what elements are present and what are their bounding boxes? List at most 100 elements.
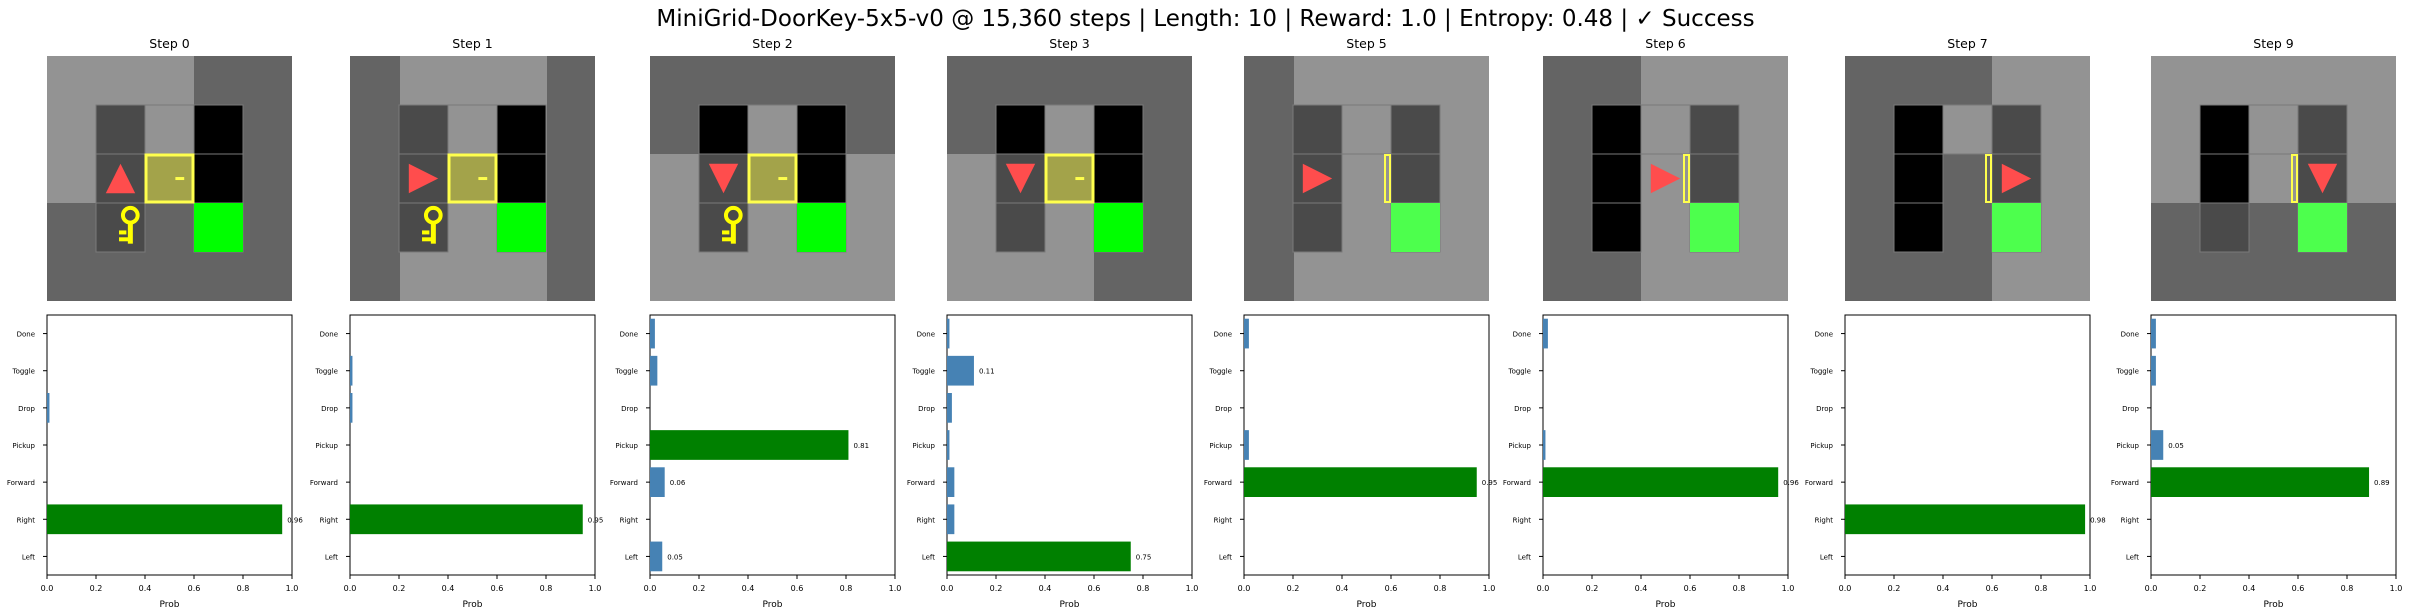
prob-bar-toggle (650, 355, 658, 386)
action-label: Drop (2122, 405, 2139, 413)
prob-bar-forward (1543, 467, 1779, 497)
door-closed (447, 153, 498, 204)
x-tick-label: 0.6 (1385, 584, 1398, 593)
grid-cell (1591, 202, 1642, 253)
prob-bar-pickup (1244, 430, 1249, 460)
grid-cell (1893, 153, 1944, 204)
grid-cell (995, 104, 1046, 155)
grid-cell (1591, 104, 1642, 155)
prob-bar-forward (1244, 467, 1477, 497)
x-tick-label: 0.4 (139, 584, 152, 593)
action-label: Right (1815, 516, 1834, 524)
goal-tile (497, 203, 546, 252)
x-tick-label: 0.6 (791, 584, 804, 593)
prob-bar-forward (2151, 467, 2370, 497)
step-title: Step 6 (1645, 36, 1686, 51)
prob-bar-right (1845, 504, 2086, 535)
door-handle (175, 177, 185, 181)
x-axis-label: Prob (1357, 600, 1377, 610)
action-label: Forward (2111, 479, 2139, 487)
agent-icon (2001, 163, 2032, 194)
prob-bar-right (47, 504, 283, 535)
plot-frame (46, 314, 293, 576)
grid-cell (398, 104, 449, 155)
x-tick-label: 1.0 (1483, 584, 1496, 593)
action-label: Right (917, 516, 936, 524)
action-label: Pickup (615, 442, 638, 450)
x-tick-label: 0.4 (742, 584, 755, 593)
plot-frame (2150, 314, 2397, 576)
grid-cell (747, 104, 798, 155)
plot-frame (1542, 314, 1789, 576)
action-label: Forward (610, 479, 638, 487)
prob-value-label: 0.05 (667, 553, 683, 561)
grid-cell (2199, 153, 2250, 204)
x-tick-label: 0.4 (1039, 584, 1052, 593)
action-label: Done (320, 331, 338, 339)
prob-bar-toggle (947, 355, 974, 386)
action-label: Forward (7, 479, 35, 487)
x-tick-label: 0.2 (2194, 584, 2207, 593)
action-label: Done (917, 331, 935, 339)
plot-frame (946, 314, 1193, 576)
figure-title: MiniGrid-DoorKey-5x5-v0 @ 15,360 steps |… (656, 6, 1755, 32)
x-tick-label: 0.8 (2035, 584, 2048, 593)
grid-cell (95, 104, 146, 155)
action-prob-chart: Left Right Forward 0.89 Pickup 0.05 Drop Toggle… (2111, 314, 2402, 610)
action-label: Pickup (1209, 442, 1232, 450)
action-label: Right (2121, 516, 2140, 524)
grid-cell (1689, 153, 1740, 204)
action-label: Left (1820, 553, 1833, 561)
grid-cell (1893, 202, 1944, 253)
env-grid (2151, 56, 2396, 301)
action-label: Pickup (12, 442, 35, 450)
prob-value-label: 0.75 (1136, 553, 1152, 561)
grid-cell (1292, 202, 1343, 253)
grid-cell (447, 104, 498, 155)
door-closed (144, 153, 195, 204)
env-grid (650, 56, 895, 301)
key-icon (422, 205, 443, 244)
x-tick-label: 0.2 (90, 584, 103, 593)
action-label: Pickup (2116, 442, 2139, 450)
env-grid (1845, 56, 2090, 301)
action-label: Left (1518, 553, 1531, 561)
action-label: Pickup (1508, 442, 1531, 450)
action-prob-chart: Left 0.75 Right Forward Pickup Drop Toggle 0.11… (907, 314, 1198, 610)
prob-bar-done (2151, 318, 2156, 349)
action-label: Done (1815, 331, 1833, 339)
prob-bar-right (947, 504, 955, 535)
prob-value-label: 0.11 (979, 368, 995, 376)
env-grid (1543, 56, 1788, 301)
prob-bar-left (650, 541, 663, 572)
agent-icon (1302, 163, 1333, 194)
grid-cell (1292, 104, 1343, 155)
prob-value-label: 0.96 (1783, 479, 1799, 487)
action-prob-chart: Left Right 0.95 Forward Pickup Drop Toggle Done… (310, 314, 603, 610)
grid-cell (1893, 104, 1944, 155)
x-tick-label: 0.6 (1986, 584, 1999, 593)
x-tick-label: 0.4 (2243, 584, 2256, 593)
prob-bar-drop (947, 393, 952, 423)
action-label: Done (17, 331, 35, 339)
action-label: Toggle (1507, 368, 1531, 376)
env-grid (1244, 56, 1489, 301)
action-label: Done (1214, 331, 1232, 339)
plot-frame (1243, 314, 1490, 576)
prob-bar-forward (650, 467, 665, 497)
action-label: Forward (1503, 479, 1531, 487)
agent-icon (1650, 163, 1681, 194)
action-label: Left (625, 553, 638, 561)
action-label: Drop (918, 405, 935, 413)
goal-tile (1690, 203, 1739, 252)
action-label: Left (1219, 553, 1232, 561)
step-title: Step 2 (752, 36, 793, 51)
goal-tile (797, 203, 846, 252)
step-title: Step 3 (1049, 36, 1090, 51)
action-label: Pickup (912, 442, 935, 450)
grid-cell (1390, 153, 1441, 204)
goal-tile (1391, 203, 1440, 252)
x-tick-label: 0.2 (990, 584, 1003, 593)
door-handle (1075, 177, 1085, 181)
grid-cell (995, 202, 1046, 253)
